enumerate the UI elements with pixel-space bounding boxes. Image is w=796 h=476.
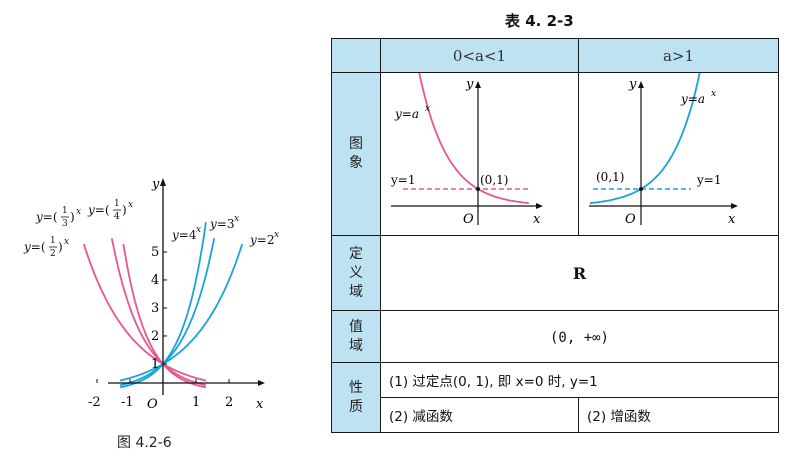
range-value: (0, +∞) — [549, 330, 609, 346]
y-tick-label: 3 — [151, 301, 159, 316]
origin-label: O — [147, 397, 158, 412]
small-y-label: y — [465, 77, 474, 92]
x-tick-label: -1 — [121, 395, 134, 410]
graph-increasing: y x O (0,1) y=1 y=a x — [589, 73, 738, 227]
exponential-functions-figure: y x O -2 -1 1 2 1 2 3 4 5 y=( 1 2 ) x y=( 1 3 ) … — [23, 177, 279, 412]
small-y-arrow — [475, 81, 481, 88]
domain-cell: R — [380, 235, 779, 311]
decreasing-curve — [418, 73, 530, 204]
fixed-point — [476, 187, 480, 191]
svg-text:y=(: y=( — [87, 203, 110, 217]
y-tick-label: 1 — [151, 357, 159, 372]
point-label: (0,1) — [480, 173, 508, 187]
svg-text:x: x — [711, 89, 716, 99]
x-axis-label: x — [256, 397, 264, 412]
svg-text:1: 1 — [50, 236, 56, 246]
svg-text:): ) — [58, 240, 63, 254]
graph-decreasing: y x O (0,1) y=1 y=a x — [390, 73, 543, 227]
row-label-graph: 图象 — [331, 72, 381, 236]
property-2-decreasing: (2) 减函数 — [380, 397, 579, 433]
figure-caption: 图 4.2-6 — [117, 435, 172, 451]
svg-text:1: 1 — [62, 206, 68, 216]
y-tick-label: 5 — [151, 245, 159, 260]
svg-text:1: 1 — [114, 199, 120, 209]
graph-decreasing-cell: y x O (0,1) y=1 y=a x — [380, 72, 579, 236]
small-x-label: x — [533, 212, 541, 227]
small-x-label-2: x — [728, 212, 736, 227]
y-axis-arrow — [160, 178, 166, 186]
row-label-range: 值域 — [331, 310, 381, 363]
header-corner — [331, 38, 381, 73]
table-title: 表 4. 2-3 — [505, 12, 574, 30]
curve-three — [119, 238, 216, 387]
x-tick-label: -2 — [88, 395, 101, 410]
label-half: y=( 1 2 ) x — [23, 236, 69, 259]
point-label-2: (0,1) — [596, 170, 624, 184]
label-two: y=2 x — [249, 230, 279, 247]
ticks-group: -2 -1 1 2 1 2 3 4 5 — [88, 245, 233, 410]
increasing-curve — [589, 73, 701, 205]
fixed-point-2 — [639, 187, 643, 191]
y-axis-label: y — [151, 177, 160, 192]
curve-label-increasing: y=a x — [680, 89, 716, 106]
curve-label-decreasing: y=a x — [394, 104, 430, 121]
svg-text:y=4: y=4 — [171, 228, 197, 242]
svg-text:): ) — [122, 203, 127, 217]
curve-two — [119, 243, 244, 382]
x-tick-label: 2 — [225, 395, 233, 410]
svg-text:x: x — [234, 214, 239, 224]
small-x-arrow — [536, 203, 543, 209]
y-tick-label: 4 — [151, 273, 159, 288]
svg-text:): ) — [70, 210, 75, 224]
properties-table: 0<a<1 a>1 图象 y x O (0,1) y=1 y=a — [331, 38, 779, 433]
svg-text:4: 4 — [114, 212, 120, 222]
label-three: y=3 x — [209, 214, 239, 231]
curve-half — [82, 243, 207, 382]
svg-text:y=(: y=( — [35, 210, 58, 224]
svg-text:x: x — [196, 225, 201, 235]
svg-text:y=(: y=( — [23, 240, 46, 254]
svg-text:x: x — [76, 207, 81, 217]
x-axis-arrow — [258, 380, 265, 386]
svg-text:y=3: y=3 — [209, 217, 234, 231]
curve-quarter — [122, 244, 207, 389]
property-1: (1) 过定点(0, 1), 即 x=0 时, y=1 — [380, 362, 779, 398]
y1-label: y=1 — [390, 173, 415, 187]
col-head-0-a-1: 0<a<1 — [380, 38, 579, 73]
property-2-increasing: (2) 增函数 — [578, 397, 779, 433]
small-origin-2: O — [625, 212, 636, 227]
svg-text:y=2: y=2 — [249, 233, 274, 247]
row-label-domain: 定义域 — [331, 235, 381, 311]
small-origin: O — [463, 212, 474, 227]
graph-increasing-cell: y x O (0,1) y=1 y=a x — [578, 72, 779, 236]
y-tick-label: 2 — [151, 329, 159, 344]
svg-text:3: 3 — [62, 219, 68, 229]
label-third: y=( 1 3 ) x — [35, 206, 81, 229]
domain-value: R — [572, 263, 587, 283]
label-quarter: y=( 1 4 ) x — [87, 199, 133, 222]
small-y-arrow-2 — [638, 81, 644, 88]
small-x-arrow-2 — [731, 203, 738, 209]
x-tick-label: 1 — [192, 395, 200, 410]
svg-text:x: x — [64, 237, 69, 247]
col-head-a-gt-1: a>1 — [578, 38, 779, 73]
svg-text:x: x — [274, 230, 279, 240]
svg-text:2: 2 — [50, 249, 56, 259]
row-label-property: 性质 — [331, 362, 381, 433]
y1-label-2: y=1 — [696, 173, 721, 187]
svg-text:x: x — [128, 200, 133, 210]
range-cell: (0, +∞) — [380, 310, 779, 363]
label-four: y=4 x — [171, 225, 201, 242]
svg-text:x: x — [425, 104, 430, 114]
svg-text:y=a: y=a — [680, 92, 705, 106]
svg-text:y=a: y=a — [394, 107, 419, 121]
small-y-label-2: y — [628, 77, 637, 92]
